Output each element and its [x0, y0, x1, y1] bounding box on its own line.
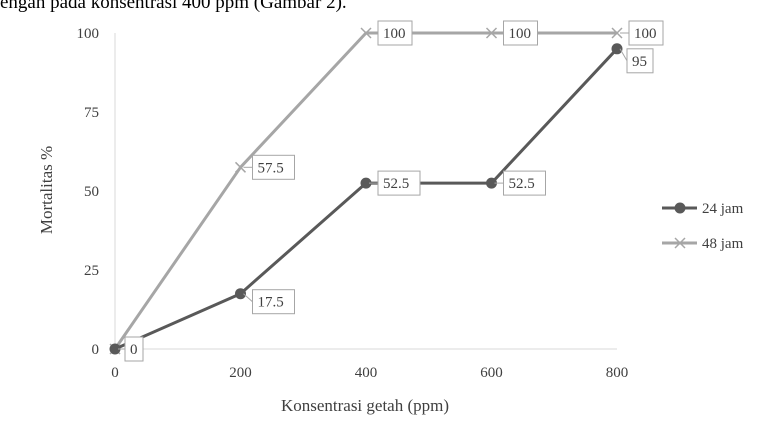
x-tick-label: 0: [111, 365, 119, 381]
data-point: [234, 161, 247, 173]
data-label-box: [252, 154, 295, 180]
data-point: [486, 177, 497, 189]
data-label-text: 0: [130, 342, 138, 358]
marker-stroke: [360, 27, 372, 39]
data-label-box: [124, 336, 144, 362]
legend-entry: 48 jam: [662, 236, 744, 252]
data-label-text: 100: [383, 26, 406, 42]
data-point: [360, 27, 372, 39]
legend-label: 24 jam: [702, 201, 744, 217]
data-label-box: [628, 20, 664, 46]
data-label-box: [503, 20, 538, 46]
y-tick-label: 100: [77, 26, 100, 42]
marker-stroke: [611, 27, 623, 39]
leader-line: [619, 48, 628, 62]
data-label-box: [626, 48, 654, 74]
x-tick-label: 200: [229, 365, 252, 381]
data-label: 100: [494, 20, 538, 46]
x-tick-label: 800: [606, 365, 629, 381]
x-tick-label: 400: [355, 365, 378, 381]
data-label: 100: [369, 20, 413, 46]
data-label: 52.5: [494, 170, 546, 196]
data-label-box: [252, 289, 295, 315]
axes: [114, 33, 617, 350]
data-label-text: 17.5: [258, 295, 284, 311]
leader-line: [243, 293, 253, 303]
data-label-text: 100: [634, 26, 657, 42]
data-label-box: [377, 170, 421, 196]
data-label-text: 100: [509, 26, 532, 42]
x-tick-labels: 0 200 400 600 800: [111, 365, 628, 381]
data-label-text: 57.5: [258, 160, 284, 176]
series-line: [114, 47, 619, 351]
data-point: [235, 288, 246, 300]
data-point: [109, 343, 121, 355]
legend-entry: 24 jam: [662, 201, 744, 217]
data-label-box: [377, 20, 413, 46]
data-label-text: 52.5: [509, 176, 535, 192]
y-axis-title: Mortalitas %: [37, 146, 56, 234]
x-tick-label: 600: [480, 365, 503, 381]
x-axis-title: Konsentrasi getah (ppm): [281, 396, 449, 415]
data-label: 95: [619, 48, 654, 74]
data-label: 57.5: [243, 154, 295, 180]
data-label-box: [503, 170, 546, 196]
data-label-text: 95: [632, 54, 647, 70]
y-tick-label: 0: [92, 342, 100, 358]
data-point: [611, 27, 623, 39]
data-label: 17.5: [243, 289, 295, 315]
caption-text: engan pada konsentrasi 400 ppm (Gambar 2…: [0, 0, 347, 13]
legend-label: 48 jam: [702, 236, 744, 252]
y-tick-labels: 0 25 50 75 100: [77, 26, 100, 358]
data-label: 100: [620, 20, 664, 46]
data-label-text: 52.5: [383, 176, 409, 192]
marker-stroke: [485, 27, 498, 39]
legend-marker: [674, 202, 686, 214]
data-point: [611, 43, 623, 55]
data-label: 0: [118, 336, 144, 362]
legend: 24 jam 48 jam: [662, 201, 744, 252]
legend-marker: [674, 237, 686, 249]
y-tick-label: 50: [84, 184, 99, 200]
data-label: 52.5: [369, 170, 421, 196]
data-point: [485, 27, 498, 39]
y-tick-label: 75: [84, 105, 99, 121]
data-labels: 0 17.5 52.5 52.5 95 57.5 100 100 100: [118, 20, 664, 362]
data-point: [360, 177, 372, 189]
y-tick-label: 25: [84, 263, 99, 279]
marker-stroke: [234, 161, 247, 173]
